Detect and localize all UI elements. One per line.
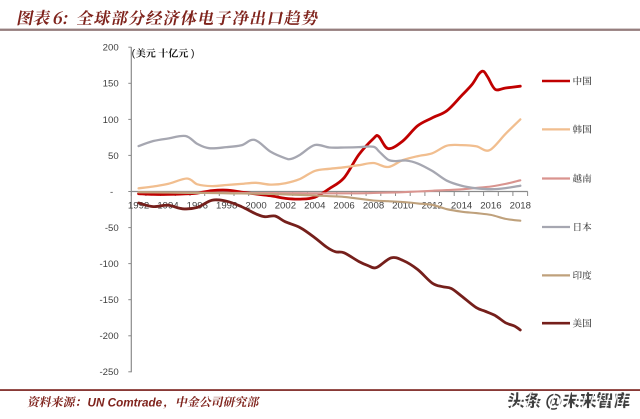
svg-text:150: 150 (103, 79, 119, 90)
svg-text:2000: 2000 (245, 201, 266, 212)
svg-text:2006: 2006 (333, 201, 354, 212)
svg-text:2010: 2010 (392, 201, 413, 212)
svg-text:2014: 2014 (451, 201, 473, 212)
svg-text:-: - (110, 187, 113, 198)
svg-text:2012: 2012 (422, 201, 443, 212)
svg-text:2002: 2002 (275, 201, 296, 212)
svg-text:1998: 1998 (216, 201, 237, 212)
svg-text:100: 100 (103, 115, 119, 126)
svg-text:2018: 2018 (510, 201, 531, 212)
svg-text:200: 200 (103, 43, 119, 54)
svg-text:-200: -200 (99, 331, 118, 342)
svg-text:(: ( (132, 48, 136, 60)
svg-text:2004: 2004 (304, 201, 326, 212)
svg-text:UN Comtrade: UN Comtrade (88, 396, 163, 409)
svg-text:-50: -50 (105, 223, 119, 234)
svg-text:-150: -150 (99, 295, 118, 306)
svg-text:2008: 2008 (363, 201, 384, 212)
svg-text:2016: 2016 (480, 201, 501, 212)
svg-text:-250: -250 (99, 367, 118, 378)
svg-text:50: 50 (108, 151, 119, 162)
svg-text:): ) (191, 48, 195, 60)
svg-text:-100: -100 (99, 259, 118, 270)
svg-text:1992: 1992 (128, 201, 149, 212)
